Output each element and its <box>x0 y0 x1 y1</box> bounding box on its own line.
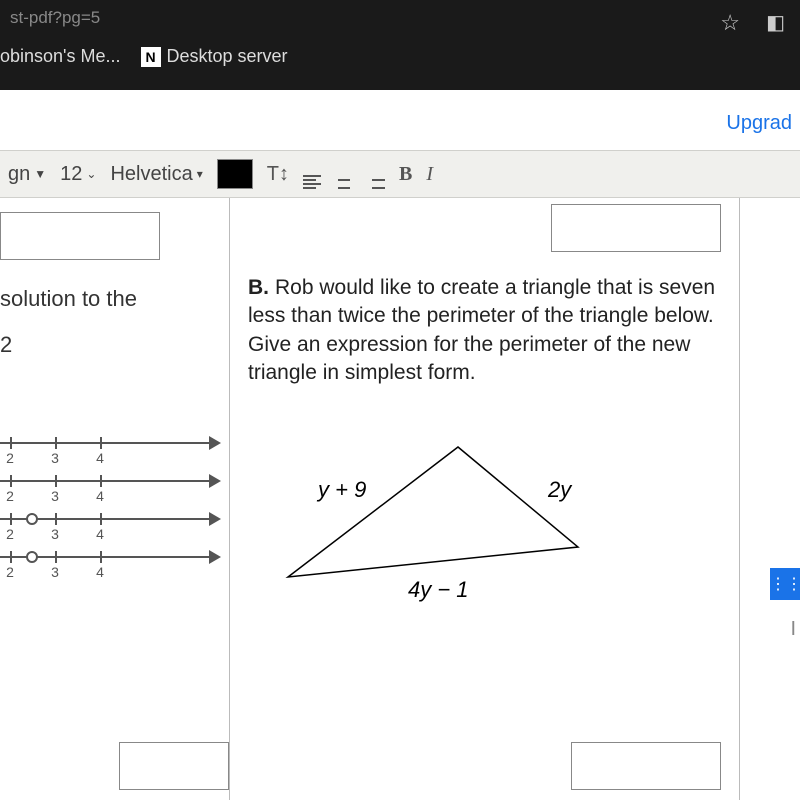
bold-button[interactable]: B <box>399 163 412 186</box>
triangle-figure: y + 9 2y 4y − 1 <box>248 437 721 617</box>
problem-a-text: solution to the <box>0 286 219 312</box>
answer-box-a-bottom[interactable] <box>119 742 229 790</box>
triangle-side-left-label: y + 9 <box>318 477 366 503</box>
side-widget-button[interactable]: ⋮⋮ <box>770 568 800 600</box>
bookmark-star-icon[interactable]: ☆ <box>720 10 740 36</box>
bookmark-robinsons[interactable]: obinson's Me... <box>0 46 121 67</box>
number-lines-group: 2 3 4 2 3 4 2 3 4 <box>0 428 219 580</box>
italic-button[interactable]: I <box>426 163 433 186</box>
answer-box-b-bottom[interactable] <box>571 742 721 790</box>
bookmark-n-icon: N <box>141 47 161 67</box>
problem-b-label: B. <box>248 276 269 299</box>
extension-icon[interactable]: ◧ <box>766 10 785 35</box>
bookmark-label: Desktop server <box>167 46 288 67</box>
browser-chrome: st-pdf?pg=5 ☆ ◧ obinson's Me... N Deskto… <box>0 0 800 90</box>
bookmark-desktop-server[interactable]: N Desktop server <box>141 46 288 67</box>
answer-box-a-top[interactable] <box>0 212 160 260</box>
align-left-icon[interactable] <box>303 160 321 189</box>
bookmark-label: obinson's Me... <box>0 46 121 67</box>
column-a: solution to the 2 2 3 4 2 3 4 <box>0 198 230 800</box>
upgrade-link[interactable]: Upgrad <box>726 112 792 135</box>
text-height-icon[interactable]: T↕ <box>267 163 289 186</box>
column-c <box>740 198 800 800</box>
number-line-4[interactable]: 2 3 4 <box>0 542 219 580</box>
triangle-side-bottom-label: 4y − 1 <box>408 577 469 603</box>
number-line-1[interactable]: 2 3 4 <box>0 428 219 466</box>
chevron-down-icon: ⌄ <box>86 167 96 181</box>
problem-a-number: 2 <box>0 332 219 358</box>
column-b: B.Rob would like to create a triangle th… <box>230 198 740 800</box>
app-area: Upgrad gn▼ 12 ⌄ Helvetica ▾ T↕ B I solut… <box>0 90 800 800</box>
answer-box-b-top[interactable] <box>551 204 721 252</box>
align-right-icon[interactable] <box>367 160 385 189</box>
formatting-toolbar: gn▼ 12 ⌄ Helvetica ▾ T↕ B I <box>0 150 800 198</box>
font-size-dropdown[interactable]: 12 ⌄ <box>60 163 96 186</box>
paragraph-align-dropdown[interactable]: gn▼ <box>8 163 46 186</box>
number-line-2[interactable]: 2 3 4 <box>0 466 219 504</box>
chevron-down-icon: ▼ <box>34 167 46 181</box>
app-header: Upgrad <box>0 90 800 150</box>
url-bar[interactable]: st-pdf?pg=5 <box>0 0 800 36</box>
chevron-down-icon: ▾ <box>197 167 203 181</box>
triangle-side-right-label: 2y <box>548 477 571 503</box>
problem-b-text: B.Rob would like to create a triangle th… <box>248 274 721 387</box>
text-color-swatch[interactable] <box>217 159 253 189</box>
worksheet-content: solution to the 2 2 3 4 2 3 4 <box>0 198 800 800</box>
font-family-dropdown[interactable]: Helvetica ▾ <box>110 163 202 186</box>
bookmarks-bar: obinson's Me... N Desktop server <box>0 36 800 79</box>
align-center-icon[interactable] <box>335 160 353 189</box>
side-text: I <box>790 618 796 641</box>
number-line-3[interactable]: 2 3 4 <box>0 504 219 542</box>
